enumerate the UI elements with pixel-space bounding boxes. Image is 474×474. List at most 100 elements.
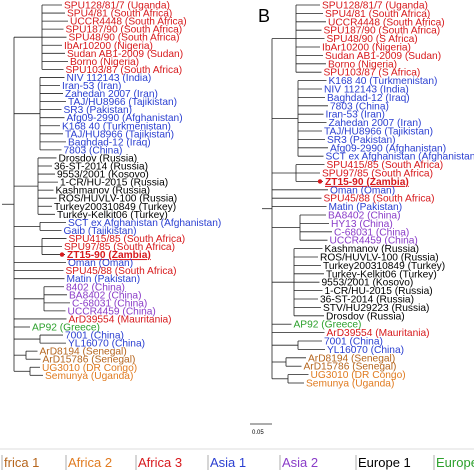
taxon-label: K168 40 (Turkmenistan) [329,76,438,87]
taxon-label: ZT15-90 (Zambia) [67,250,151,261]
taxon-label: Afg09-2990 (Afghanistan) [330,143,446,154]
taxon-label: 1-CR/HU-2015 (Russia) [60,178,168,189]
taxon-label: Turkey-Kelkit06 (Turkey) [57,210,168,221]
taxon-label: SPU48/90 (S Africa) [327,34,418,45]
taxon-label: K168 40 (Turkmenistan) [62,121,171,132]
taxon-label: 7001 (China) [324,337,383,348]
taxon-label: NIV 112143 (India) [67,73,152,84]
taxon-label: 9553/2001 (Kosovo) [322,278,414,289]
taxon-label: 7001 (China) [65,331,124,342]
highlight-dot [59,252,65,257]
legend-item: Europe 1 [358,455,411,470]
taxon-label: Oman (Oman) [330,185,395,196]
legend-item: frica 1 [4,455,39,470]
taxon-label: Iran-53 (Iran) [326,110,385,121]
panel-a-tree: SPU128/81/7 (Uganda)SPU4/81 (South Afric… [2,1,221,382]
taxon-label: SPU45/88 (South Africa) [66,266,177,277]
taxon-label: ROS/HUVLV-100 (Russia) [59,194,178,205]
taxon-label: Sudan AB1-2009 (Sudan) [67,49,183,60]
taxon-label: Drosdov (Russia) [326,311,405,322]
panel-b-tree: SPU128/81/7 (Uganda)SPU4/81 (South Afric… [262,1,474,390]
legend-item: Asia 1 [210,455,246,470]
taxon-label: Baghdad-12 (Iraq) [68,137,151,148]
taxon-label: Gaib (Tajikistan) [64,226,137,237]
taxon-label: TAJ/HU8966 (Tajikistan) [68,97,177,108]
taxon-label: SPU415/85 (South Africa) [69,234,186,245]
taxon-label: BA8402 (China) [69,290,142,301]
taxon-label: ArD15786 (Senegal) [304,362,397,373]
taxon-label: Sudan AB1-2009 (Sudan) [325,51,441,62]
taxon-label: IbAr10200 (Nigeria) [322,43,411,54]
taxon-label: UCCR4459 (China) [330,236,418,247]
taxon-label: 1-CR/HU-2015 (Russia) [325,286,433,297]
taxon-label: NIV 112143 (India) [324,85,409,96]
taxon-label: SCT ex Afghanistan (Afghanistan) [68,218,221,229]
taxon-label: AP92 (Greece) [32,323,100,334]
taxon-label: SCT ex Afghanistan (Afghanistan) [326,152,474,163]
taxon-label: SPU103/87 (S Africa) [324,68,421,79]
highlight-dot [317,179,323,184]
taxon-label: YL16070 (China) [327,345,404,356]
clade-legend: frica 1 Africa 2 Africa 3 Asia 1 Asia 2 Europ… [0,448,474,470]
taxon-label: ArD8194 (Senegal) [308,353,395,364]
taxon-label: Turkey-Kelkit06 (Turkey) [326,269,437,280]
taxon-label: TAJ/HU8966 (Tajikistan) [324,127,433,138]
taxon-label: Borno (Nigeria) [70,57,139,68]
taxon-label: Baghdad-12 (Iraq) [327,93,410,104]
taxon-label: SPU45/88 (South Africa) [324,194,435,205]
taxon-label: SPU128/81/7 (Uganda) [322,1,428,12]
taxon-label: UCCR4448 (South Africa) [328,17,445,28]
taxon-label: SR3 (Pakistan) [327,135,396,146]
scale-bar-label: 0.05 [252,430,264,436]
taxon-label: Matin (Pakistan) [329,202,403,213]
taxon-label: 7803 (China) [330,101,389,112]
taxon-label: SR3 (Pakistan) [64,105,133,116]
taxon-label: UG3010 (DR Congo) [42,363,137,374]
taxon-label: 7803 (China) [64,145,123,156]
taxon-label: ArD39554 (Mauritania) [69,314,172,325]
taxon-label: 8402 (China) [66,282,125,293]
taxon-label: Semunya (Uganda) [306,379,394,390]
taxon-label: SPU103/87 (South Africa) [66,65,183,76]
taxon-label: Kashmanov (Russia) [56,186,151,197]
taxon-label: IbAr10200 (Nigeria) [64,41,153,52]
taxon-label: Zahedan 2007 (Iran) [329,118,422,129]
taxon-label: ArD39554 (Mauritania) [327,328,430,339]
taxon-label: ROS/HUVLV-100 (Russia) [320,253,439,264]
taxon-label: SPU4/81 (South Africa) [67,9,172,20]
taxon-label: AP92 (Greece) [294,320,362,331]
taxon-label: Drosdov (Russia) [59,153,138,164]
taxon-label: UCCR4459 (China) [68,306,156,317]
taxon-label: C-68031 (China) [72,298,147,309]
taxon-label: Afg09-2990 (Afghanistan) [67,113,183,124]
panel-b-letter: B [258,6,270,26]
taxon-label: TAJ/HU8966 (Tajikistan) [65,129,174,140]
taxon-label: Kashmanov (Russia) [325,244,420,255]
taxon-label: SPU187/90 (South Africa) [324,26,441,37]
taxon-label: Turkey200310849 (Turkey) [54,202,176,213]
taxon-label: SPU48/90 (South Africa) [69,33,180,44]
taxon-label: ZT15-90 (Zambia) [325,177,409,188]
taxon-label: 36-ST-2014 (Russia) [320,295,414,306]
taxon-label: STV/HU29223 (Russia) [323,303,429,314]
taxon-label: HY13 (China) [331,219,393,230]
taxon-label: 36-ST-2014 (Russia) [54,162,148,173]
taxon-label: ArD15786 (Senegal) [43,355,136,366]
legend-item: Asia 2 [282,455,318,470]
taxon-label: BA8402 (China) [328,211,401,222]
taxon-label: SPU128/81/7 (Uganda) [64,1,170,12]
taxon-label: SPU415/85 (South Africa) [327,160,444,171]
taxon-label: C-68031 (China) [334,227,409,238]
taxon-label: UCCR4448 (South Africa) [70,17,187,28]
taxon-label: SPU4/81 (South Africa) [325,9,430,20]
taxon-label: Zahedan 2007 (Iran) [65,89,158,100]
taxon-label: Matin (Pakistan) [67,274,141,285]
scale-bar: 0.05 [250,423,272,436]
taxon-label: YL16070 (China) [68,339,145,350]
taxon-label: SPU187/90 (South Africa) [66,25,183,36]
taxon-label: Oman (Oman) [68,258,133,269]
taxon-label: Semunya (Uganda) [45,371,133,382]
taxon-label: Turkey200310849 (Turkey) [323,261,445,272]
taxon-label: Borno (Nigeria) [328,59,397,70]
